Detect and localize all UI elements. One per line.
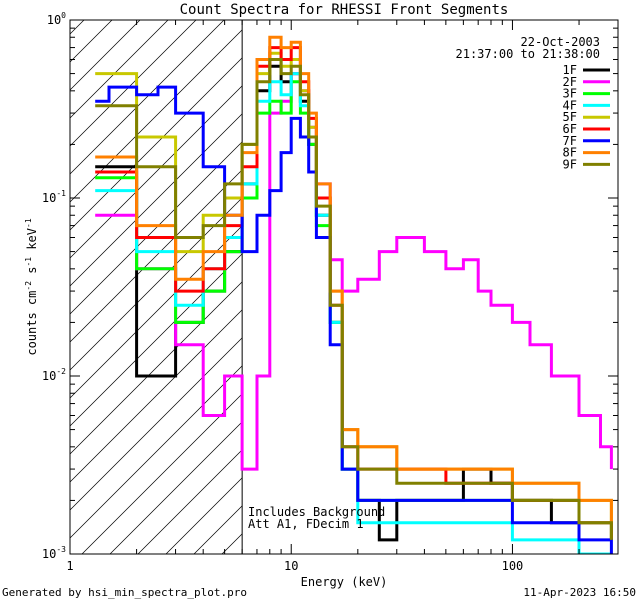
x-axis-label: Energy (keV) [301,575,388,589]
legend-label-3F: 3F [563,87,577,101]
hatch-line [70,365,243,539]
legend-label-4F: 4F [563,98,577,112]
y-tick-label: 10-3 [42,545,66,561]
annotation-background: Includes Background [248,505,385,519]
y-axis-label-exp3: -1 [24,218,33,228]
hatch-line [70,20,169,119]
y-axis-label-exp2: -1 [24,257,33,267]
x-tick-label: 100 [502,559,524,573]
legend-label-5F: 5F [563,110,577,124]
hatch-line [70,197,243,371]
x-tick-label: 10 [284,559,298,573]
y-tick-label: 10-2 [42,367,66,383]
hatch-line [70,225,243,399]
footer-generated-by: Generated by hsi_min_spectra_plot.pro [2,586,247,599]
plot-frame [69,19,619,555]
hatch-line [70,337,243,511]
hatch-line [70,20,225,175]
hatch-line [81,393,243,554]
x-tick-labels: 1 10 100 [66,559,523,573]
legend-label-7F: 7F [563,134,577,148]
series-5F-line [95,51,613,523]
hatch-line [70,20,197,147]
date-label: 22-Oct-2003 [521,35,600,49]
hatch-line [70,309,243,483]
x-tick-label: 1 [66,559,73,573]
series-1F-line [95,64,612,554]
series-3F-line [95,80,613,540]
footer-timestamp: 11-Apr-2023 16:50 [523,586,636,599]
y-axis-label-exp1: -2 [24,281,33,291]
annotation-attenuator: Att A1, FDecim 1 [248,517,364,531]
y-tick-labels: 100 10-1 10-2 10-3 [42,11,66,561]
axis-ticks [69,19,619,555]
legend-label-6F: 6F [563,122,577,136]
series-2F-line [95,72,613,471]
hatch-line [70,20,141,91]
hatch-line [70,141,243,315]
time-range-label: 21:37:00 to 21:38:00 [456,47,601,61]
hatch-line [70,20,113,63]
y-axis-label-mid: s [25,267,39,281]
hatch-line [70,29,243,203]
y-axis-label-base: counts cm [25,291,39,356]
chart-title: Count Spectra for RHESSI Front Segments [180,2,509,18]
hatch-line [70,113,243,287]
y-axis-label-tail: keV [25,228,39,257]
legend-label-9F: 9F [563,157,577,171]
legend-label-1F: 1F [563,63,577,77]
y-tick-label: 100 [47,11,66,27]
hatch-line [109,421,243,554]
y-tick-label: 10-1 [42,189,66,205]
series-group [95,35,613,554]
hatch-line [70,20,85,35]
hatch-line [70,85,243,259]
hatched-region [70,20,243,554]
legend-label-8F: 8F [563,146,577,160]
series-7F-line [95,85,613,554]
series-8F-line [95,35,613,523]
legend-label-2F: 2F [563,75,577,89]
series-9F-line [95,58,613,540]
series-6F-line [95,46,613,540]
hatch-line [70,169,243,343]
hatch-line [137,449,243,554]
y-axis-label: counts cm-2 s-1 keV-1 [24,218,39,355]
